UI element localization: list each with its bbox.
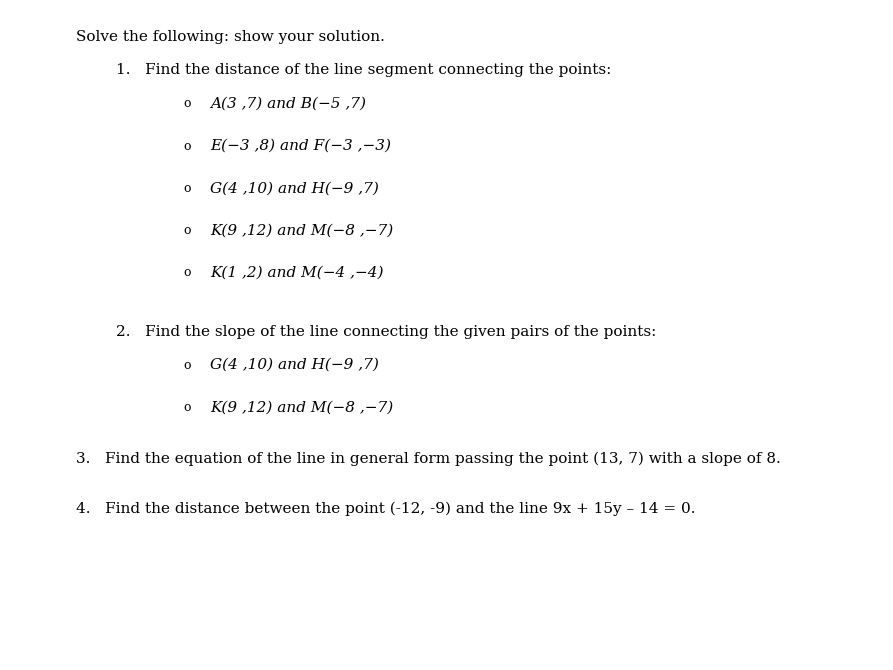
Text: o: o (183, 224, 190, 237)
Text: o: o (183, 182, 190, 195)
Text: G(4 ,10) and H(−9 ,7): G(4 ,10) and H(−9 ,7) (210, 358, 379, 372)
Text: 4.   Find the distance between the point (-12, -9) and the line 9x + 15y – 14 = : 4. Find the distance between the point (… (76, 502, 696, 517)
Text: 2.   Find the slope of the line connecting the given pairs of the points:: 2. Find the slope of the line connecting… (116, 325, 656, 338)
Text: o: o (183, 139, 190, 153)
Text: E(−3 ,8) and F(−3 ,−3): E(−3 ,8) and F(−3 ,−3) (210, 139, 391, 153)
Text: K(1 ,2) and M(−4 ,−4): K(1 ,2) and M(−4 ,−4) (210, 266, 383, 279)
Text: o: o (183, 401, 190, 414)
Text: 3.   Find the equation of the line in general form passing the point (13, 7) wit: 3. Find the equation of the line in gene… (76, 452, 780, 466)
Text: G(4 ,10) and H(−9 ,7): G(4 ,10) and H(−9 ,7) (210, 182, 379, 195)
Text: K(9 ,12) and M(−8 ,−7): K(9 ,12) and M(−8 ,−7) (210, 401, 393, 414)
Text: o: o (183, 266, 190, 279)
Text: K(9 ,12) and M(−8 ,−7): K(9 ,12) and M(−8 ,−7) (210, 224, 393, 237)
Text: o: o (183, 358, 190, 372)
Text: o: o (183, 97, 190, 111)
Text: 1.   Find the distance of the line segment connecting the points:: 1. Find the distance of the line segment… (116, 64, 612, 77)
Text: A(3 ,7) and B(−5 ,7): A(3 ,7) and B(−5 ,7) (210, 97, 366, 111)
Text: Solve the following: show your solution.: Solve the following: show your solution. (76, 30, 385, 44)
